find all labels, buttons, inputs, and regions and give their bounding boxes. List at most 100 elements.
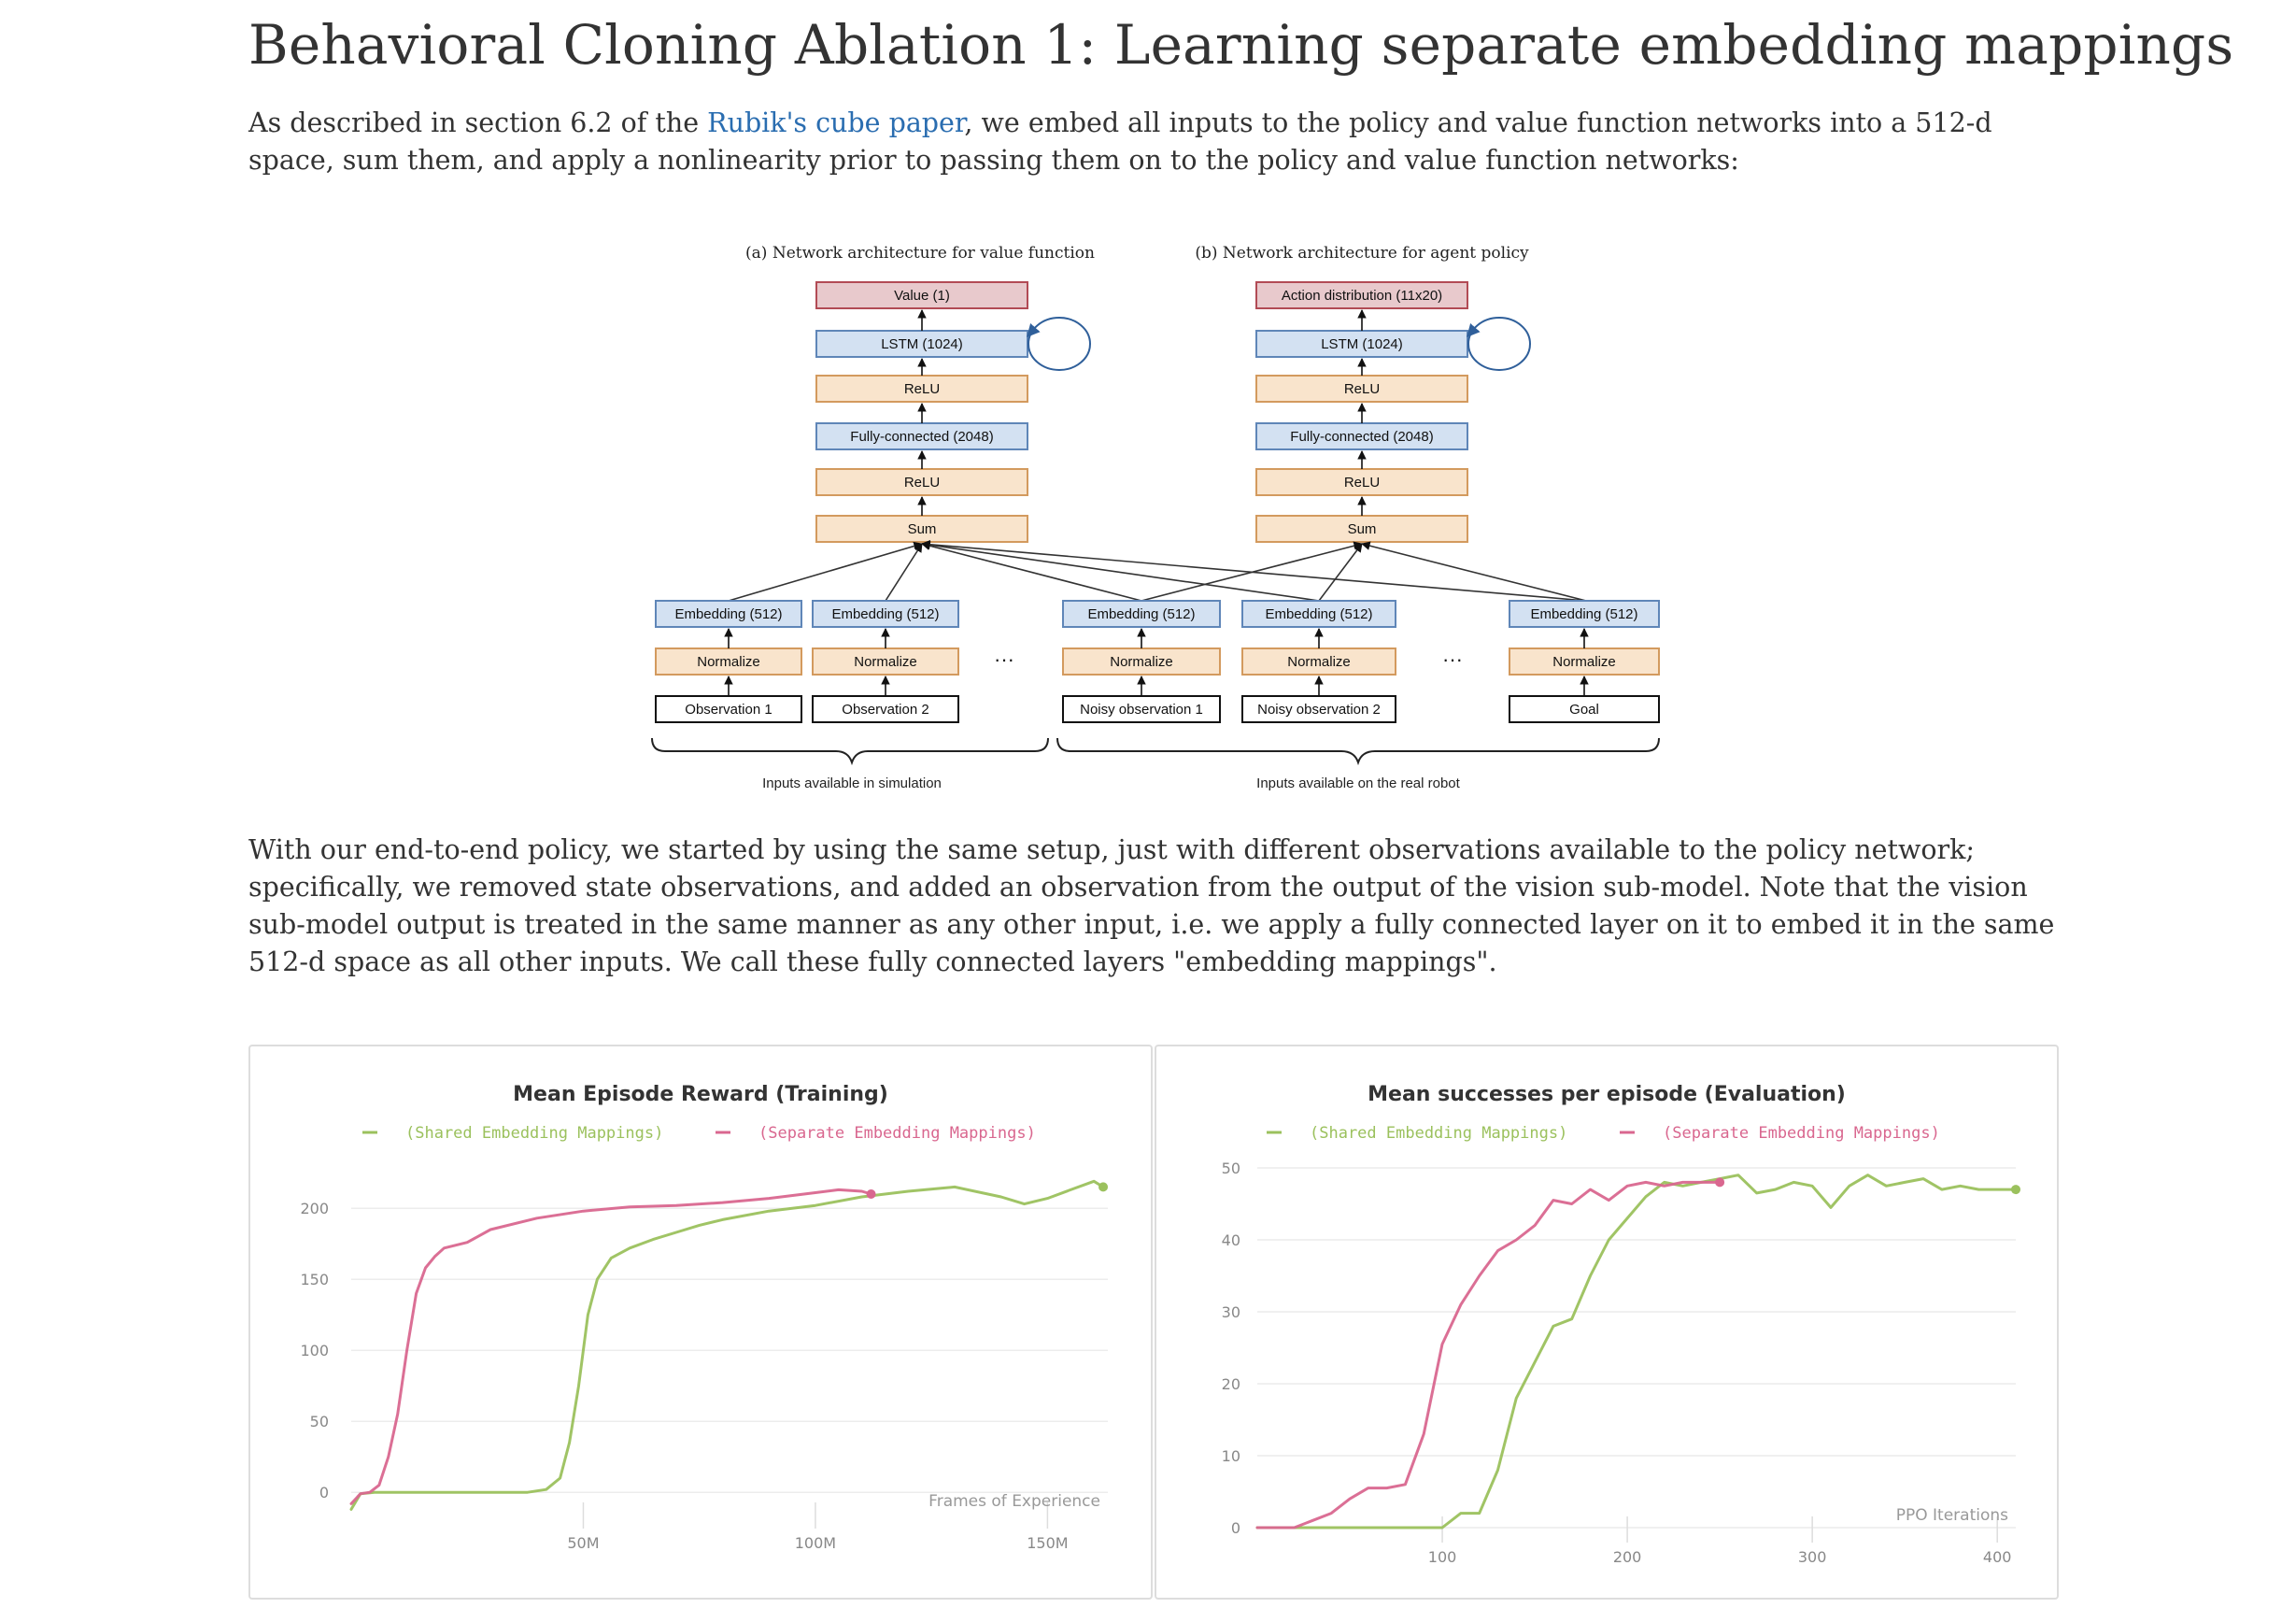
embedding-box-3 (1062, 600, 1221, 628)
value-lstm-loop (1028, 317, 1091, 371)
value-output-box (815, 281, 1028, 309)
network-architecture-diagram: (a) Network architecture for value funct… (651, 244, 1660, 791)
legend-label-1: (Separate Embedding Mappings) (1663, 1124, 1940, 1143)
y-tick-label: 10 (1222, 1447, 1240, 1465)
series-line-1 (1255, 1180, 1722, 1530)
policy-relu-top-label: ReLU (1344, 381, 1380, 397)
observation-label-2: Observation 2 (842, 702, 928, 718)
policy-fc-label: Fully-connected (2048) (1290, 429, 1433, 445)
rubiks-paper-link[interactable]: Rubik's cube paper (707, 107, 965, 138)
caption-agent-policy: (b) Network architecture for agent polic… (1195, 244, 1529, 263)
brace-real-robot (1056, 737, 1660, 766)
value-relu-top-label: ReLU (904, 381, 940, 397)
y-tick-label: 30 (1222, 1303, 1240, 1321)
training-reward-chart: Mean Episode Reward (Training) (Shared Em… (300, 1083, 1109, 1552)
value-output-label: Value (1) (894, 288, 950, 304)
policy-fc-box (1255, 422, 1468, 450)
x-tick-label: 100M (795, 1534, 836, 1552)
observation-label-1: Observation 1 (685, 702, 772, 718)
series-endpoint-0 (1098, 1182, 1109, 1192)
intro-text-before: As described in section 6.2 of the (248, 107, 708, 138)
x-tick-label: 50M (567, 1534, 599, 1552)
x-tick-label: 100 (1428, 1548, 1457, 1566)
x-axis-label: Frames of Experience (928, 1492, 1100, 1511)
y-tick-label: 20 (1222, 1375, 1240, 1393)
brace-real-label: Inputs available on the real robot (1256, 775, 1460, 791)
value-sum-label: Sum (908, 521, 937, 537)
x-tick-label: 200 (1613, 1548, 1642, 1566)
y-tick-label: 150 (300, 1271, 329, 1288)
noisy-observation-label-2: Noisy observation 2 (1257, 702, 1381, 718)
series-endpoint-1 (1715, 1177, 1725, 1188)
chart-title: Mean Episode Reward (Training) (513, 1083, 888, 1106)
normalize-label-3: Normalize (1110, 654, 1173, 670)
embedding-label-5: Embedding (512) (1530, 606, 1637, 622)
intro-paragraph: As described in section 6.2 of the Rubik… (248, 105, 2061, 179)
x-axis-label: PPO Iterations (1896, 1506, 2008, 1525)
evaluation-successes-chart: Mean successes per episode (Evaluation) (… (1222, 1083, 2020, 1566)
embedding-box-5 (1509, 600, 1660, 628)
embedding-label-3: Embedding (512) (1087, 606, 1195, 622)
embedding-connections (728, 539, 1587, 602)
policy-lstm-loop (1467, 317, 1531, 371)
normalize-box-3 (1062, 647, 1221, 676)
observation-box-2 (812, 695, 959, 723)
x-tick-label: 400 (1983, 1548, 2012, 1566)
chart-title: Mean successes per episode (Evaluation) (1368, 1083, 1846, 1106)
brace-sim-label: Inputs available in simulation (762, 775, 942, 791)
normalize-label-5: Normalize (1552, 654, 1616, 670)
y-tick-label: 50 (1222, 1160, 1240, 1177)
policy-output-box (1255, 281, 1468, 309)
chart-panel-training-reward: Mean Episode Reward (Training) (Shared Em… (248, 1045, 1153, 1600)
policy-sum-label: Sum (1348, 521, 1377, 537)
brace-simulation (651, 737, 1049, 766)
value-lstm-label: LSTM (1024) (881, 336, 963, 352)
normalize-box-2 (812, 647, 959, 676)
normalize-box-4 (1241, 647, 1396, 676)
policy-relu-bottom-label: ReLU (1344, 475, 1380, 491)
caption-value-function: (a) Network architecture for value funct… (745, 244, 1095, 263)
description-paragraph: With our end-to-end policy, we started b… (248, 834, 2055, 977)
x-tick-label: 300 (1798, 1548, 1827, 1566)
legend-label-0: (Shared Embedding Mappings) (405, 1124, 663, 1143)
series-line-0 (1255, 1174, 2018, 1530)
x-tick-label: 150M (1027, 1534, 1068, 1552)
embedding-box-1 (655, 600, 802, 628)
normalize-label-2: Normalize (854, 654, 917, 670)
normalize-label-1: Normalize (697, 654, 760, 670)
series-endpoint-1 (866, 1189, 876, 1199)
y-tick-label: 0 (1231, 1519, 1240, 1537)
value-relu-bottom-label: ReLU (904, 475, 940, 491)
value-stack: Value (1) LSTM (1024) ReLU Fully-connect… (815, 281, 1091, 543)
normalize-label-4: Normalize (1287, 654, 1351, 670)
chart-panel-evaluation-successes: Mean successes per episode (Evaluation) (… (1155, 1045, 2059, 1600)
embedding-label-4: Embedding (512) (1265, 606, 1372, 622)
embedding-label-2: Embedding (512) (831, 606, 939, 622)
y-tick-label: 0 (319, 1484, 329, 1501)
goal-label: Goal (1569, 702, 1599, 718)
policy-output-label: Action distribution (11x20) (1282, 288, 1442, 304)
legend-label-0: (Shared Embedding Mappings) (1310, 1124, 1567, 1143)
y-tick-label: 100 (300, 1342, 329, 1359)
embedding-box-4 (1241, 600, 1396, 628)
value-fc-label: Fully-connected (2048) (850, 429, 993, 445)
y-tick-label: 50 (310, 1413, 329, 1430)
series-line-0 (349, 1179, 1105, 1511)
value-sum-box (815, 515, 1028, 543)
value-relu-top-box (815, 375, 1028, 403)
input-columns: Embedding (512) Normalize Observation 1 … (655, 600, 1660, 723)
y-tick-label: 200 (300, 1200, 329, 1217)
embedding-label-1: Embedding (512) (674, 606, 782, 622)
y-tick-label: 40 (1222, 1231, 1240, 1249)
embedding-box-2 (812, 600, 959, 628)
ellipsis-real: ··· (1442, 647, 1463, 671)
policy-lstm-label: LSTM (1024) (1321, 336, 1403, 352)
series-endpoint-0 (2011, 1185, 2020, 1195)
value-relu-bottom-box (815, 468, 1028, 496)
policy-stack: Action distribution (11x20) LSTM (1024) … (1255, 281, 1531, 543)
series-line-1 (349, 1188, 873, 1505)
intro-text-after: , we embed all inputs to the policy and … (248, 107, 1992, 176)
policy-sum-box (1255, 515, 1468, 543)
legend-label-1: (Separate Embedding Mappings) (758, 1124, 1036, 1143)
ellipsis-sim: ··· (994, 647, 1014, 671)
